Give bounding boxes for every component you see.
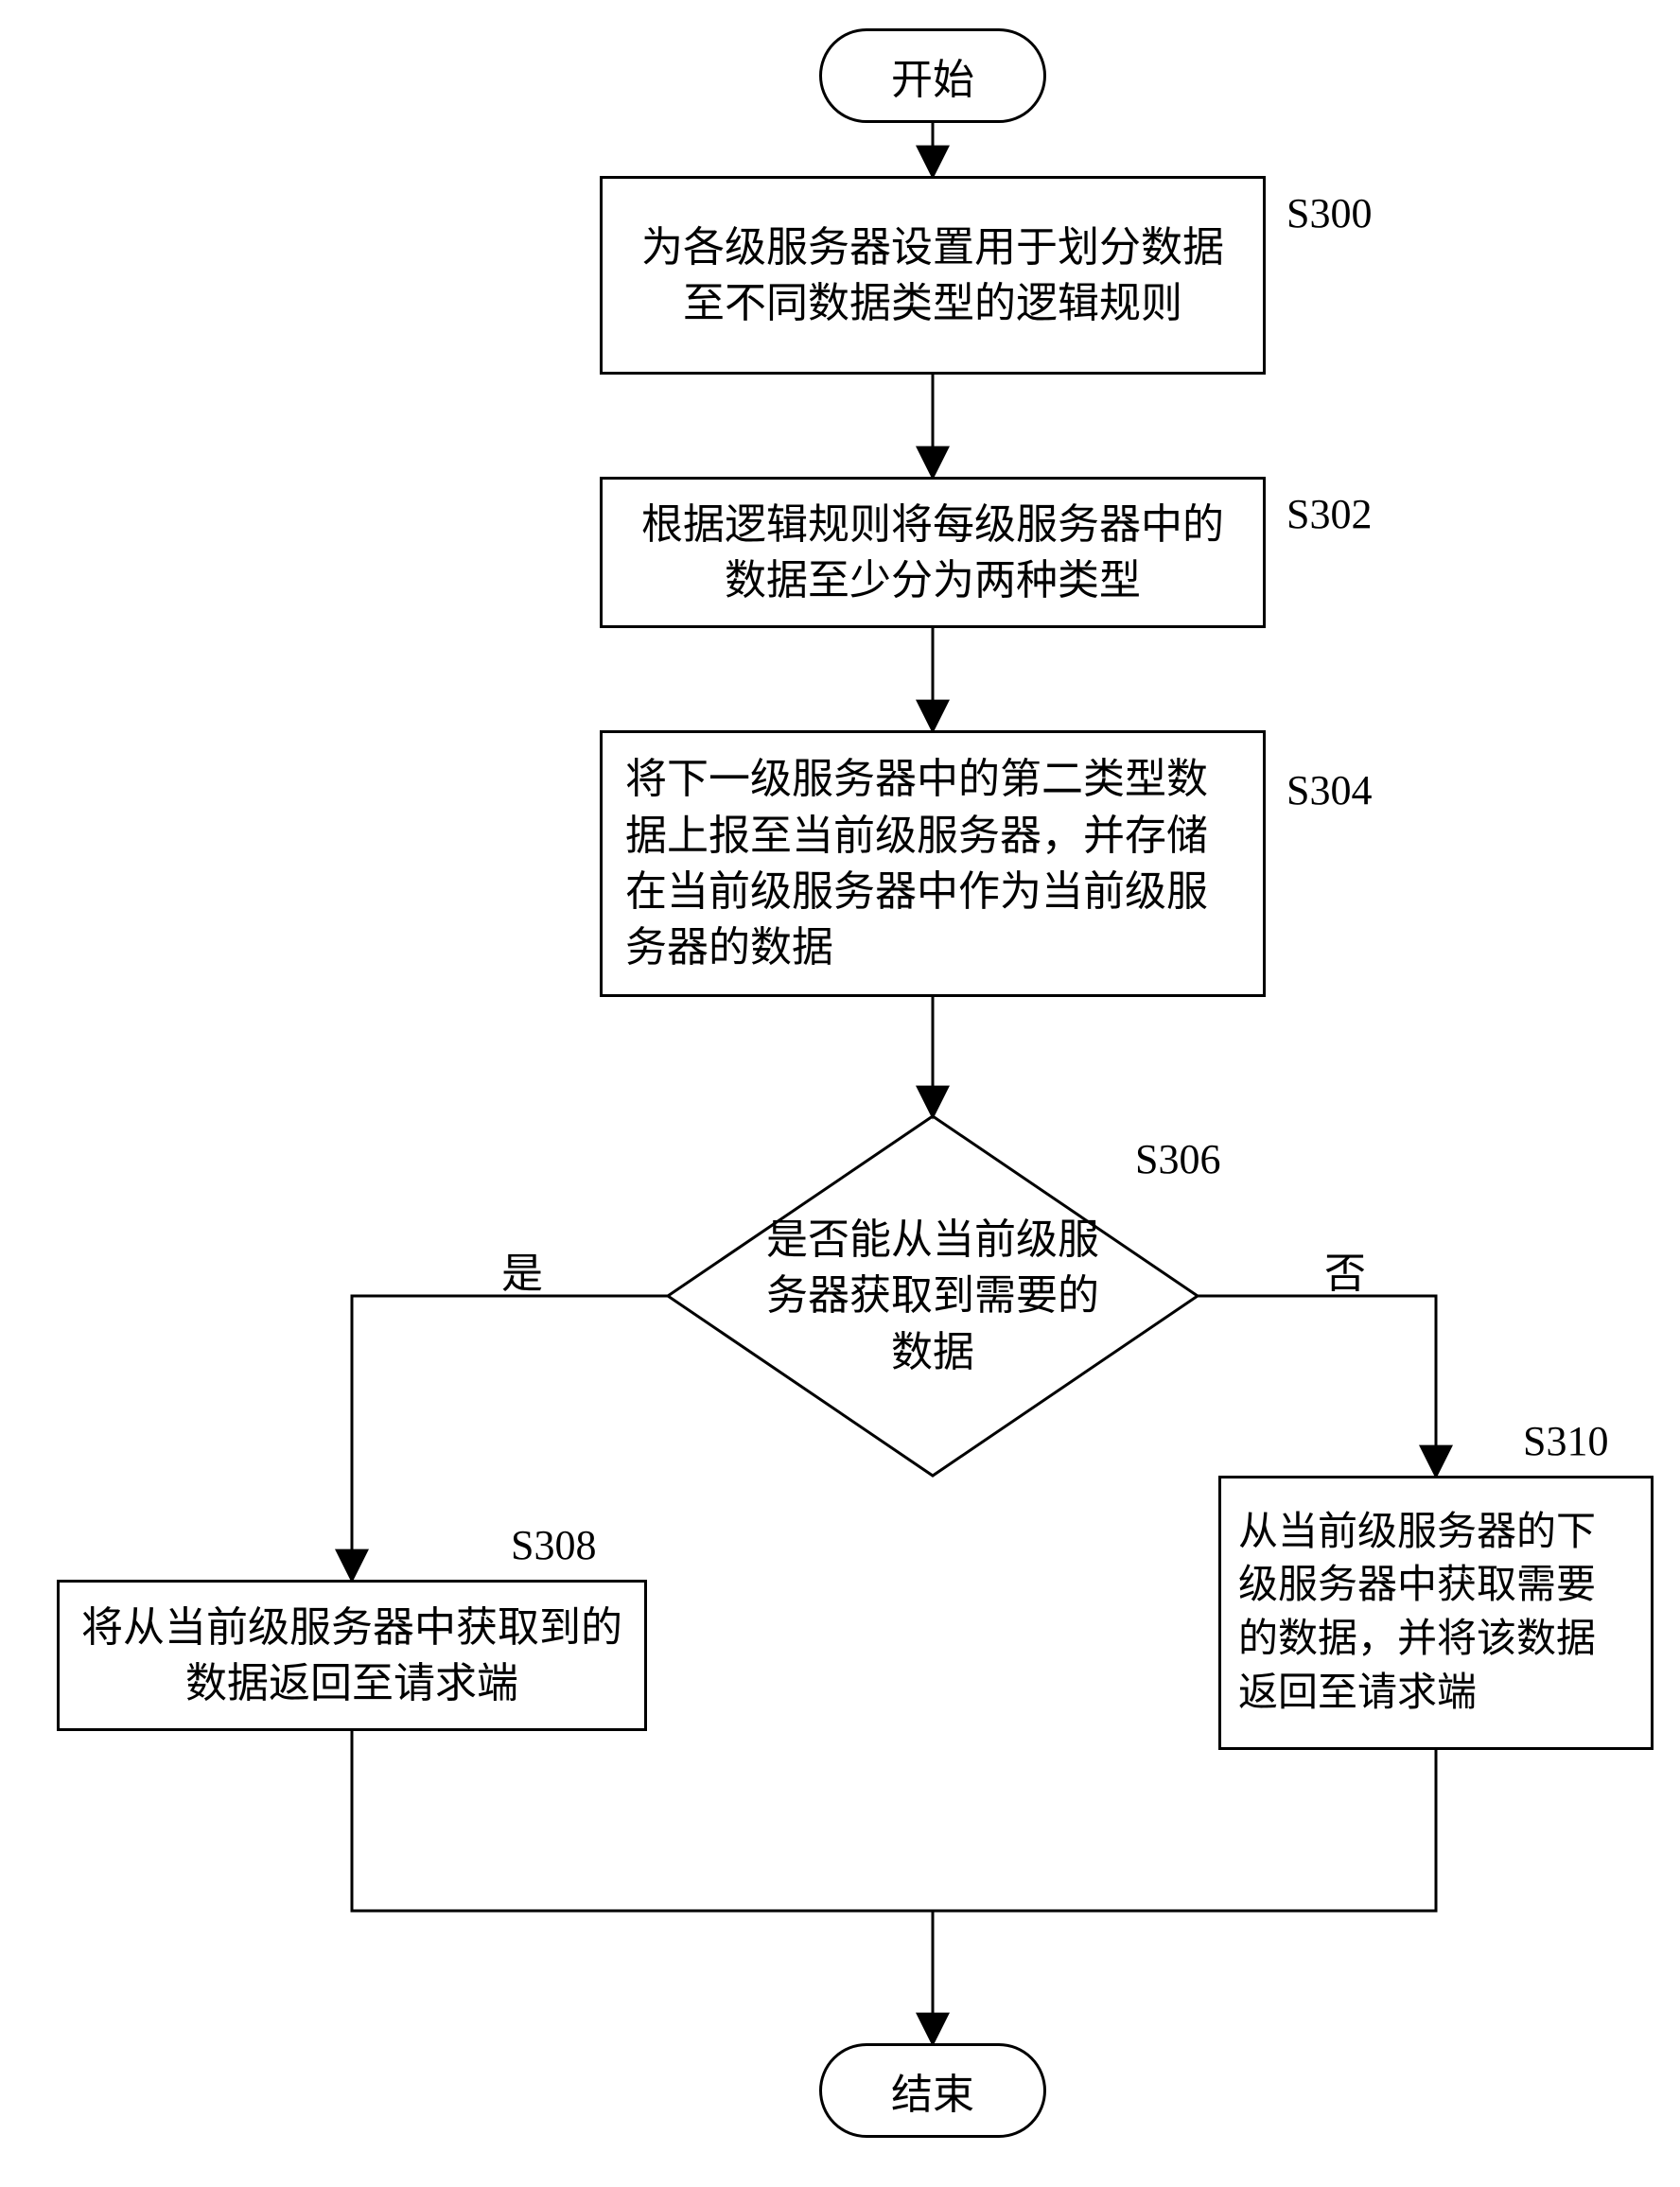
terminator-start: 开始	[819, 28, 1046, 123]
flowchart-canvas: 开始 为各级服务器设置用于划分数据至不同数据类型的逻辑规则 S300 根据逻辑规…	[0, 0, 1680, 2187]
step-label-s300: S300	[1286, 189, 1372, 237]
branch-label-no-text: 否	[1324, 1251, 1366, 1297]
process-s310-text: 从当前级服务器的下级服务器中获取需要的数据，并将该数据返回至请求端	[1238, 1506, 1634, 1721]
step-label-s306-text: S306	[1135, 1136, 1220, 1182]
decision-s306-text: 是否能从当前级服务器获取到需要的数据	[753, 1212, 1112, 1380]
step-label-s304-text: S304	[1286, 767, 1372, 814]
edge-s306-no-s310	[1198, 1296, 1436, 1476]
step-label-s306: S306	[1135, 1135, 1220, 1183]
step-label-s310-text: S310	[1523, 1418, 1608, 1464]
step-label-s304: S304	[1286, 766, 1372, 814]
step-label-s302: S302	[1286, 490, 1372, 538]
process-s308: 将从当前级服务器中获取到的数据返回至请求端	[57, 1580, 647, 1731]
step-label-s302-text: S302	[1286, 491, 1372, 537]
process-s302: 根据逻辑规则将每级服务器中的数据至少分为两种类型	[600, 477, 1266, 628]
decision-s306: 是否能从当前级服务器获取到需要的数据	[753, 1182, 1112, 1409]
process-s300-text: 为各级服务器设置用于划分数据至不同数据类型的逻辑规则	[621, 219, 1244, 332]
step-label-s310: S310	[1523, 1417, 1608, 1465]
terminator-end-text: 结束	[891, 2060, 974, 2121]
edge-s306-yes-s308	[352, 1296, 668, 1580]
process-s300: 为各级服务器设置用于划分数据至不同数据类型的逻辑规则	[600, 176, 1266, 375]
process-s304: 将下一级服务器中的第二类型数据上报至当前级服务器，并存储在当前级服务器中作为当前…	[600, 730, 1266, 997]
process-s308-text: 将从当前级服务器中获取到的数据返回至请求端	[79, 1600, 625, 1712]
branch-label-yes-text: 是	[501, 1251, 543, 1297]
process-s304-text: 将下一级服务器中的第二类型数据上报至当前级服务器，并存储在当前级服务器中作为当前…	[625, 751, 1240, 976]
process-s310: 从当前级服务器的下级服务器中获取需要的数据，并将该数据返回至请求端	[1218, 1476, 1654, 1750]
terminator-start-text: 开始	[891, 45, 974, 106]
step-label-s308: S308	[511, 1521, 596, 1569]
process-s302-text: 根据逻辑规则将每级服务器中的数据至少分为两种类型	[621, 497, 1244, 609]
branch-label-yes: 是	[501, 1239, 543, 1300]
step-label-s308-text: S308	[511, 1522, 596, 1568]
edge-s310-merge	[933, 1750, 1436, 1911]
edge-s308-merge	[352, 1731, 933, 1911]
step-label-s300-text: S300	[1286, 190, 1372, 236]
terminator-end: 结束	[819, 2043, 1046, 2138]
branch-label-no: 否	[1324, 1239, 1366, 1300]
